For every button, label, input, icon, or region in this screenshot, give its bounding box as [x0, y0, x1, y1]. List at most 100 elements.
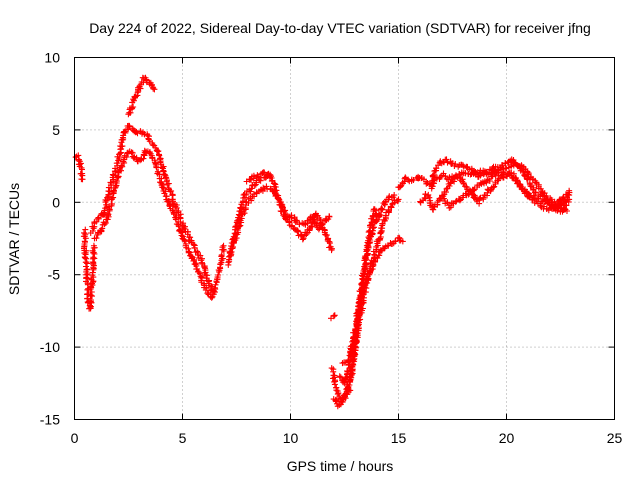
data-point	[359, 276, 366, 283]
data-point	[426, 194, 433, 201]
data-point	[202, 287, 209, 293]
x-tick-label: 20	[499, 430, 515, 446]
data-point	[326, 240, 333, 247]
data-point	[87, 303, 94, 310]
data-point	[104, 210, 111, 217]
data-point	[288, 212, 295, 219]
data-point	[90, 242, 97, 249]
data-point	[369, 225, 376, 232]
data-point	[370, 224, 377, 231]
data-point	[462, 170, 469, 176]
data-point	[84, 260, 91, 267]
data-point	[112, 185, 119, 191]
data-point	[218, 251, 225, 258]
data-point	[374, 216, 381, 223]
data-point	[476, 195, 483, 202]
data-point	[337, 374, 344, 381]
data-point	[541, 192, 548, 199]
data-point	[392, 238, 399, 245]
data-point	[151, 86, 158, 93]
data-point	[358, 291, 365, 298]
data-point	[452, 161, 459, 167]
data-point	[318, 222, 325, 229]
data-point	[159, 184, 166, 191]
data-point	[373, 255, 379, 262]
data-point	[378, 205, 385, 212]
data-point	[248, 197, 255, 204]
data-point	[477, 172, 484, 179]
data-point	[326, 213, 333, 220]
plot-frame	[74, 57, 615, 420]
data-point	[345, 356, 352, 363]
data-point	[195, 269, 202, 275]
data-point	[99, 225, 106, 232]
data-point	[130, 104, 137, 110]
axis-ticks	[74, 57, 615, 420]
data-point	[286, 219, 293, 226]
data-point	[267, 171, 274, 178]
data-point	[229, 243, 236, 250]
data-point	[352, 325, 359, 332]
data-point	[430, 171, 437, 178]
data-point	[563, 207, 570, 214]
data-point	[557, 201, 564, 208]
data-point	[417, 198, 424, 205]
data-point	[225, 259, 232, 266]
chart-title: Day 224 of 2022, Sidereal Day-to-day VTE…	[89, 20, 591, 36]
data-point	[186, 249, 193, 256]
data-point	[89, 247, 96, 254]
data-point	[204, 272, 211, 279]
data-point	[115, 157, 122, 164]
data-point	[82, 254, 89, 261]
data-point	[503, 165, 510, 172]
data-point	[483, 170, 490, 177]
data-point	[243, 191, 250, 198]
tick-labels: 0 5 10 15 20 25 -15 -10 -5 0 5 10	[40, 50, 623, 447]
data-point	[168, 188, 175, 194]
y-tick-label: 0	[52, 194, 60, 210]
data-point	[82, 235, 89, 242]
data-point	[566, 192, 573, 199]
data-point	[89, 228, 96, 234]
data-point	[250, 175, 257, 182]
data-point	[178, 232, 185, 239]
data-point	[109, 195, 115, 202]
data-point	[465, 191, 472, 198]
data-point	[365, 229, 372, 236]
data-point	[530, 192, 537, 199]
data-point	[88, 289, 95, 295]
data-point	[172, 203, 179, 210]
data-point	[388, 204, 395, 211]
data-point	[331, 381, 338, 388]
data-point	[495, 169, 502, 176]
data-point	[77, 160, 84, 167]
data-point	[237, 222, 244, 229]
x-tick-label: 10	[283, 430, 299, 446]
data-point	[271, 183, 278, 190]
y-tick-label: 10	[44, 50, 60, 66]
data-point	[208, 294, 215, 301]
y-tick-label: -5	[48, 267, 61, 283]
data-point	[181, 238, 188, 244]
data-point	[434, 199, 441, 205]
data-point	[498, 162, 505, 169]
x-tick-label: 5	[179, 430, 187, 446]
data-point	[443, 189, 449, 196]
data-point	[112, 183, 119, 190]
x-tick-label: 0	[71, 430, 79, 446]
data-point	[355, 299, 362, 306]
data-point	[492, 172, 499, 179]
data-point	[277, 199, 284, 206]
data-point	[228, 248, 235, 255]
data-point	[362, 255, 369, 262]
data-point	[181, 225, 188, 232]
data-point	[161, 171, 168, 178]
data-point	[126, 124, 133, 130]
data-point	[130, 153, 136, 160]
data-point	[524, 175, 531, 182]
y-axis-label: SDTVAR / TECUs	[6, 183, 22, 295]
data-point	[326, 238, 333, 245]
data-point	[444, 159, 451, 166]
data-point	[268, 173, 275, 180]
data-point	[78, 176, 85, 183]
